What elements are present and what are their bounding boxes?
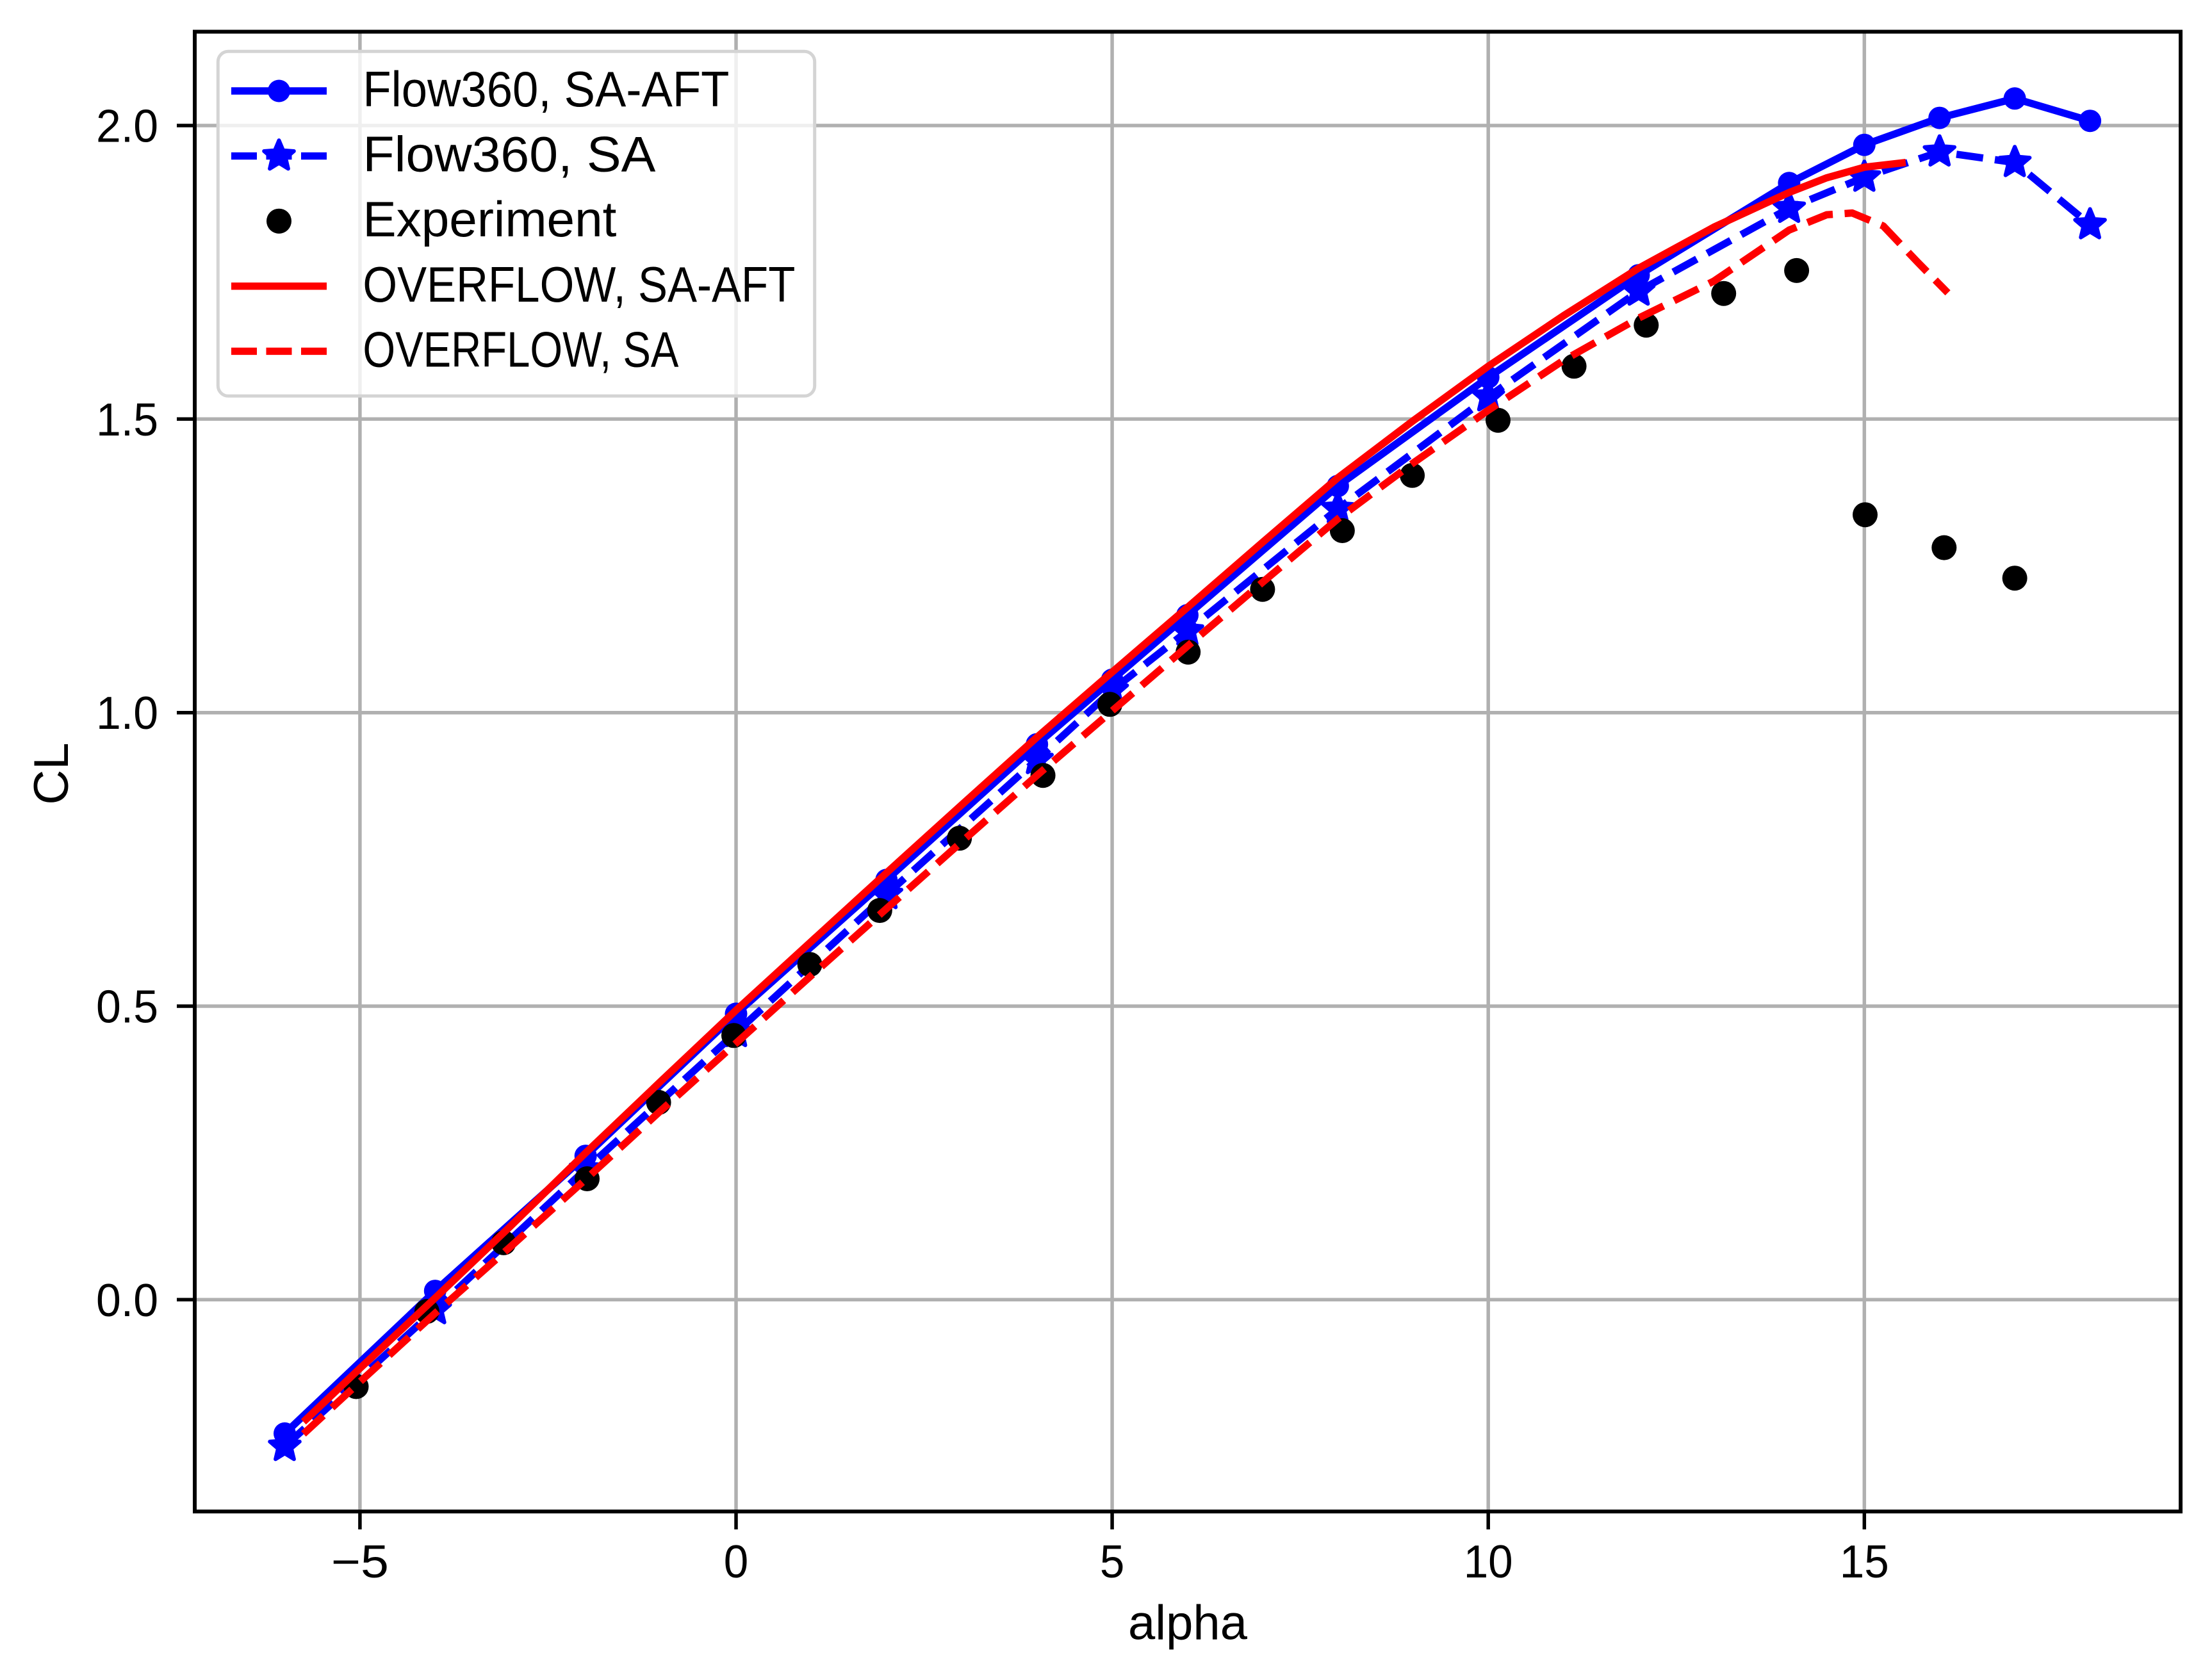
svg-text:Experiment: Experiment bbox=[363, 191, 616, 247]
svg-text:CL: CL bbox=[24, 742, 79, 804]
svg-text:OVERFLOW, SA: OVERFLOW, SA bbox=[363, 321, 678, 377]
svg-text:−5: −5 bbox=[331, 1536, 389, 1588]
svg-text:15: 15 bbox=[1840, 1536, 1889, 1588]
svg-text:2.0: 2.0 bbox=[96, 101, 158, 152]
svg-text:1.0: 1.0 bbox=[96, 688, 158, 739]
svg-text:5: 5 bbox=[1100, 1536, 1125, 1588]
svg-text:1.5: 1.5 bbox=[96, 395, 158, 446]
svg-text:0.0: 0.0 bbox=[96, 1275, 158, 1326]
svg-text:Flow360, SA-AFT: Flow360, SA-AFT bbox=[363, 61, 729, 117]
svg-text:10: 10 bbox=[1464, 1536, 1513, 1588]
svg-text:alpha: alpha bbox=[1128, 1595, 1248, 1650]
svg-text:Flow360, SA: Flow360, SA bbox=[363, 126, 655, 183]
svg-text:OVERFLOW, SA-AFT: OVERFLOW, SA-AFT bbox=[363, 256, 795, 313]
svg-text:0.5: 0.5 bbox=[96, 982, 158, 1033]
svg-text:0: 0 bbox=[724, 1536, 749, 1588]
